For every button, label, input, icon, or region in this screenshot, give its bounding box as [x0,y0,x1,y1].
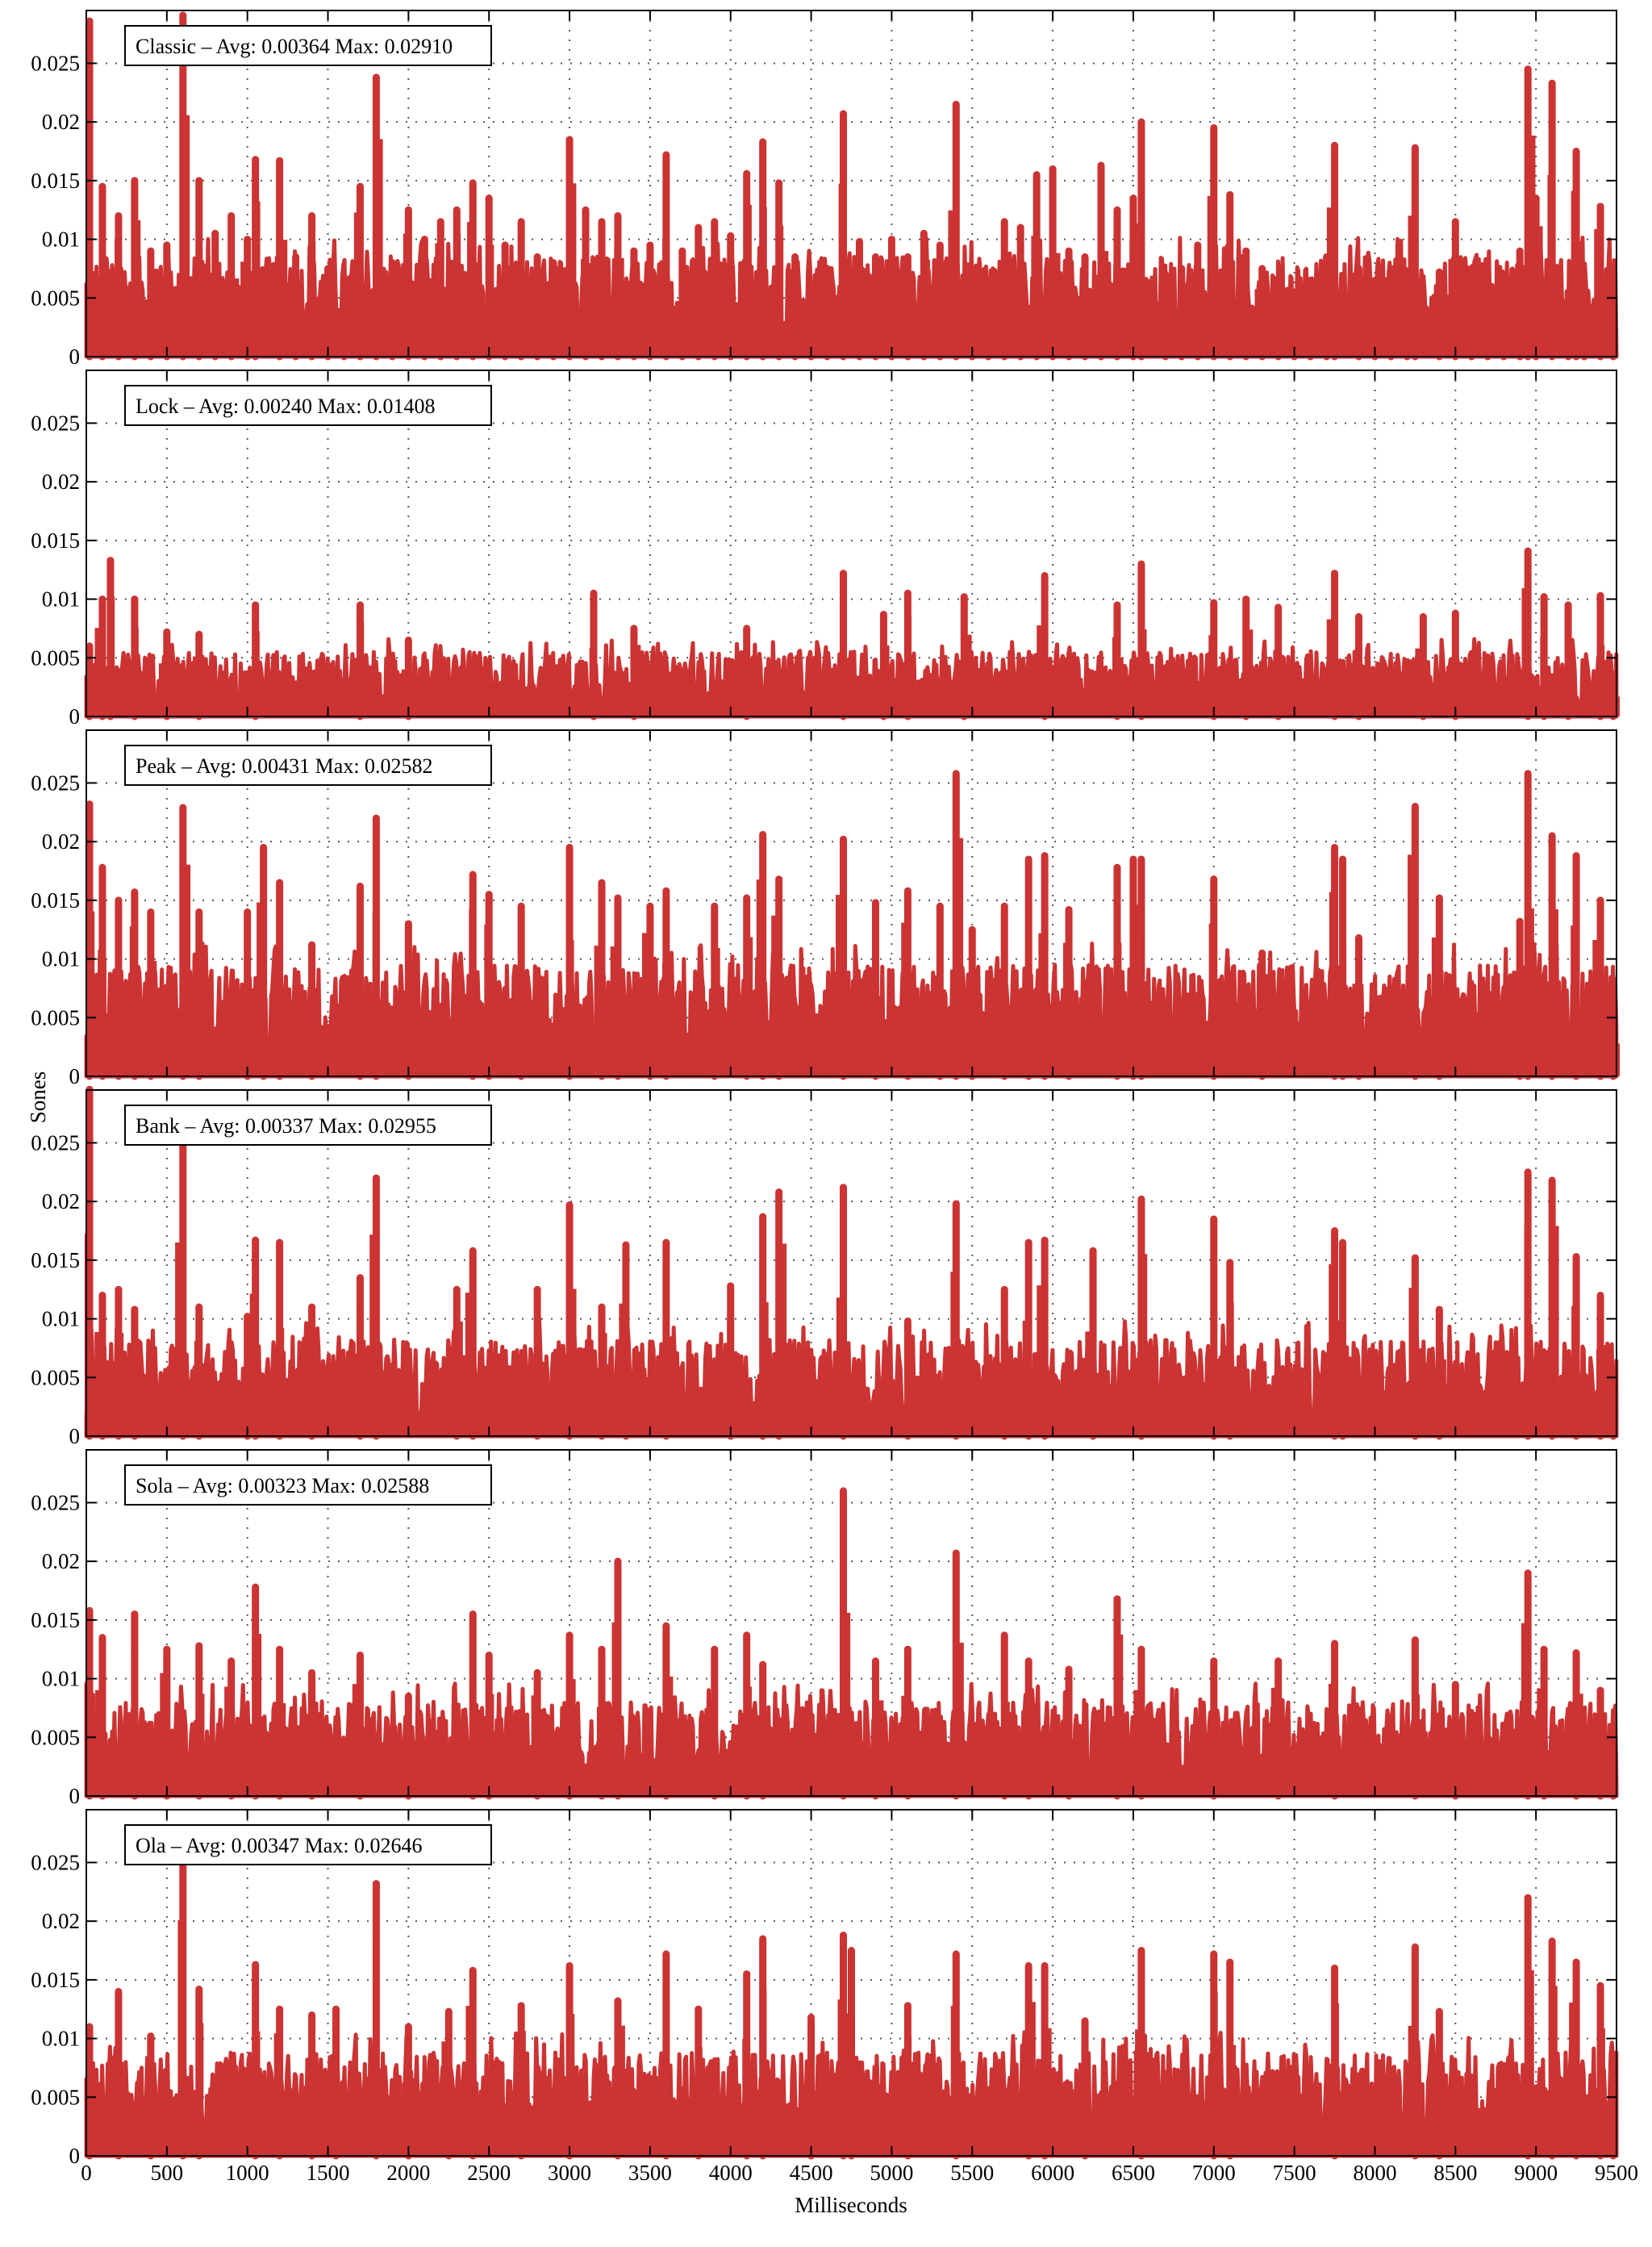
y-tick-label: 0.025 [31,1850,80,1874]
y-tick-label: 0.015 [31,1968,80,1992]
x-tick-label: 9000 [1514,2161,1558,2185]
series-area-sola [84,1681,1619,1798]
x-tick-label: 2000 [386,2161,430,2185]
x-tick-label: 1500 [307,2161,350,2185]
y-tick-label: 0.005 [31,2085,80,2109]
series-area-peak [84,941,1619,1079]
y-tick-label: 0.02 [42,1189,80,1213]
y-tick-label: 0 [69,704,81,729]
y-tick-label: 0.025 [31,771,80,795]
y-tick-label: 0.01 [42,2027,80,2051]
series-area-lock [84,637,1619,719]
plot-frame [86,1809,1617,2157]
y-tick-label: 0.015 [31,169,80,193]
y-tick-label: 0 [69,1784,81,1808]
legend-text: Peak – Avg: 0.00431 Max: 0.02582 [136,754,433,778]
x-tick-label: 2500 [467,2161,511,2185]
y-tick-label: 0.025 [31,411,80,435]
y-tick-label: 0.02 [42,1549,80,1573]
plot-frame [86,1449,1617,1797]
y-tick-label: 0.005 [31,1005,80,1030]
y-tick-label: 0.005 [31,645,80,670]
x-tick-label: 6000 [1031,2161,1074,2185]
y-tick-label: 0.02 [42,470,80,494]
x-tick-label: 0 [81,2161,92,2185]
legend-box [124,25,492,66]
panel-lock: 0 0.005 0.01 0.015 0.02 0.025 Lock – Avg: 0.00… [31,370,1620,729]
legend-text: Sola – Avg: 0.00323 Max: 0.02588 [136,1474,429,1497]
legend-box [124,1105,492,1146]
x-tick-label: 6500 [1112,2161,1155,2185]
y-tick-label: 0.01 [42,947,80,971]
y-tick-label: 0.01 [42,1667,80,1691]
plot-frame [86,10,1617,357]
panel-classic: 0 0.005 0.01 0.015 0.02 0.025 Classic – Avg: 0… [31,10,1619,369]
plot-frame [86,729,1617,1077]
y-tick-label: 0 [69,345,81,369]
x-axis-label: Milliseconds [795,2193,907,2217]
x-tick-label: 4500 [790,2161,833,2185]
legend-box [124,1464,492,1506]
legend-box [124,385,492,426]
legend-text: Bank – Avg: 0.00337 Max: 0.02955 [136,1114,436,1138]
legend-text: Lock – Avg: 0.00240 Max: 0.01408 [136,395,435,418]
y-tick-label: 0.02 [42,829,80,854]
x-tick-label: 5500 [950,2161,994,2185]
panel-bank: 0 0.005 0.01 0.015 0.02 0.025 Bank – Avg: 0.00… [31,1085,1619,1448]
y-tick-label: 0.005 [31,1365,80,1389]
y-tick-label: 0.01 [42,587,80,612]
y-tick-label: 0.025 [31,1130,80,1155]
y-tick-label: 0.015 [31,1248,80,1272]
x-tick-label: 1000 [226,2161,269,2185]
x-tick-label: 9500 [1595,2161,1638,2185]
y-tick-label: 0.025 [31,51,80,75]
legend-box [124,1824,492,1865]
panel-sola: 0 0.005 0.01 0.015 0.02 0.025 Sola – Avg: 0.00… [31,1449,1619,1808]
y-tick-label: 0 [69,1424,81,1448]
y-tick-label: 0.02 [42,110,80,134]
x-tick-label: 3000 [548,2161,591,2185]
y-tick-label: 0.015 [31,1608,80,1632]
panel-peak: 0 0.005 0.01 0.015 0.02 0.025 Peak – Avg: 0.00… [31,729,1621,1088]
x-tick-label: 7500 [1273,2161,1316,2185]
legend-text: Ola – Avg: 0.00347 Max: 0.02646 [136,1834,423,1857]
y-tick-label: 0.01 [42,1307,80,1331]
panel-ola: 0 0.005 0.01 0.015 0.02 0.025 Ola – Avg: 0.003… [31,1809,1619,2168]
series-area-classic [84,236,1619,359]
y-tick-label: 0 [69,1064,81,1088]
y-axis-label: Sones [26,1071,50,1124]
plot-frame [86,370,1617,717]
y-tick-label: 0.015 [31,888,80,913]
y-tick-label: 0.005 [31,1725,80,1749]
legend-box [124,745,492,786]
x-tick-label: 5000 [870,2161,913,2185]
y-tick-label: 0 [69,2144,81,2168]
y-tick-label: 0.025 [31,1490,80,1514]
y-tick-label: 0.005 [31,286,80,310]
y-tick-label: 0.01 [42,228,80,252]
x-tick-label: 8500 [1433,2161,1477,2185]
y-tick-label: 0.02 [42,1909,80,1933]
x-tick-label: 500 [151,2161,184,2185]
plot-frame [86,1089,1617,1437]
x-tick-label: 4000 [709,2161,753,2185]
x-tick-label: 8000 [1353,2161,1396,2185]
legend-text: Classic – Avg: 0.00364 Max: 0.02910 [136,35,453,58]
x-tick-label: 3500 [628,2161,672,2185]
x-tick-label: 7000 [1192,2161,1236,2185]
y-tick-label: 0.015 [31,528,80,553]
